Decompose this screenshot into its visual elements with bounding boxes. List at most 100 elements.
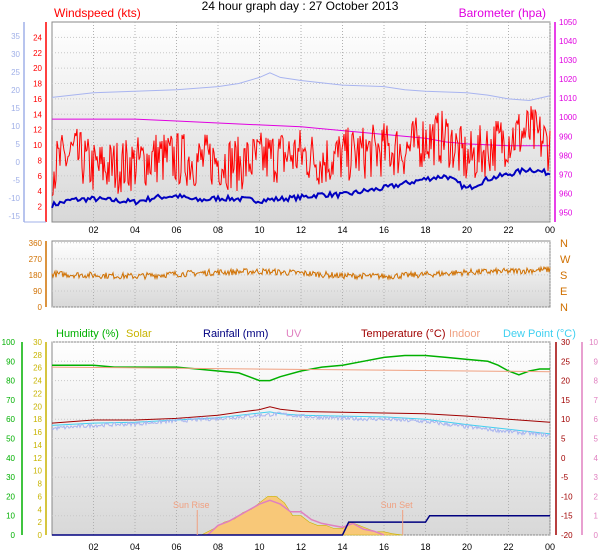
baro-tick-label: 990 bbox=[559, 132, 573, 141]
gust-tick-label: 20 bbox=[11, 86, 20, 95]
temp-x-tick-label: 22 bbox=[503, 542, 513, 552]
humidity-tick-label: 50 bbox=[6, 435, 15, 444]
legend-indoor: Indoor bbox=[449, 328, 481, 340]
humidity-tick-label: 70 bbox=[6, 396, 15, 405]
humidity-tick-label: 0 bbox=[11, 531, 16, 540]
temperature-line bbox=[51, 406, 551, 424]
direction-tick-label: 90 bbox=[33, 287, 42, 296]
humidity-tick-label: 20 bbox=[6, 492, 15, 501]
gust-tick-label: 25 bbox=[11, 68, 20, 77]
wind-x-tick-label: 16 bbox=[379, 225, 389, 235]
humidity-tick-label: 10 bbox=[6, 512, 15, 521]
legend-rainfall: Rainfall (mm) bbox=[203, 328, 268, 340]
legend-solar: Solar bbox=[126, 328, 152, 340]
windspeed-line bbox=[51, 106, 551, 196]
sun-rise-label: Sun Rise bbox=[173, 500, 210, 510]
gust-tick-label: 10 bbox=[11, 122, 20, 131]
humidity-tick-label: 90 bbox=[6, 357, 15, 366]
temp-x-tick-label: 18 bbox=[420, 542, 430, 552]
baro-tick-label: 1000 bbox=[559, 113, 577, 122]
gust-tick-label: 30 bbox=[11, 50, 20, 59]
temp-x-tick-label: 20 bbox=[462, 542, 472, 552]
temp-x-tick-label: 00 bbox=[545, 542, 555, 552]
wind-tick-label: 20 bbox=[33, 64, 42, 73]
baro-tick-label: 970 bbox=[559, 170, 573, 179]
solar-tick-label: 0 bbox=[38, 531, 43, 540]
uv-tick-label: 9 bbox=[594, 357, 599, 366]
wind-axis-title: Windspeed (kts) bbox=[54, 6, 141, 20]
compass-label: S bbox=[560, 270, 567, 282]
temp-x-tick-label: 14 bbox=[337, 542, 347, 552]
solar-tick-label: 20 bbox=[33, 402, 42, 411]
uv-tick-label: 4 bbox=[594, 454, 599, 463]
temperature-tick-label: 20 bbox=[561, 377, 570, 386]
baro-tick-label: 980 bbox=[559, 151, 573, 160]
wind-x-tick-label: 20 bbox=[462, 225, 472, 235]
wind-tick-label: 6 bbox=[38, 172, 43, 181]
wind-tick-label: 16 bbox=[33, 95, 42, 104]
rainfall-line bbox=[52, 514, 550, 536]
uv-tick-label: 6 bbox=[594, 415, 599, 424]
wind-tick-label: 22 bbox=[33, 49, 42, 58]
temp-x-tick-label: 12 bbox=[296, 542, 306, 552]
baro-axis-title: Barometer (hpa) bbox=[459, 6, 546, 20]
wind-direction-line bbox=[51, 265, 551, 281]
gust-line bbox=[51, 72, 551, 102]
wind-tick-label: 8 bbox=[38, 156, 43, 165]
solar-tick-label: 30 bbox=[33, 338, 42, 347]
gust-tick-label: -15 bbox=[8, 212, 20, 221]
direction-tick-label: 270 bbox=[29, 255, 43, 264]
temp-x-tick-label: 02 bbox=[88, 542, 98, 552]
apparent-temperature-line bbox=[51, 411, 551, 438]
wind-x-tick-label: 06 bbox=[171, 225, 181, 235]
solar-tick-label: 26 bbox=[33, 364, 42, 373]
compass-label: N bbox=[560, 302, 568, 314]
wind-x-tick-label: 04 bbox=[130, 225, 140, 235]
baro-tick-label: 1020 bbox=[559, 75, 577, 84]
wind-x-tick-label: 10 bbox=[254, 225, 264, 235]
solar-tick-label: 2 bbox=[38, 518, 43, 527]
direction-tick-label: 180 bbox=[29, 271, 43, 280]
solar-tick-label: 8 bbox=[38, 480, 43, 489]
wind-x-tick-label: 00 bbox=[545, 225, 555, 235]
temp-x-tick-label: 16 bbox=[379, 542, 389, 552]
temp-x-tick-label: 08 bbox=[213, 542, 223, 552]
temperature-tick-label: -5 bbox=[561, 473, 569, 482]
temp-x-tick-label: 10 bbox=[254, 542, 264, 552]
gust-tick-label: 5 bbox=[16, 140, 21, 149]
temperature-tick-label: 5 bbox=[561, 435, 566, 444]
uv-line bbox=[207, 499, 385, 536]
temperature-tick-label: 25 bbox=[561, 357, 570, 366]
solar-tick-label: 18 bbox=[33, 415, 42, 424]
wind-x-tick-label: 08 bbox=[213, 225, 223, 235]
solar-tick-label: 4 bbox=[38, 505, 43, 514]
uv-tick-label: 2 bbox=[594, 492, 599, 501]
baro-tick-label: 1050 bbox=[559, 18, 577, 27]
solar-tick-label: 28 bbox=[33, 351, 42, 360]
solar-tick-label: 6 bbox=[38, 492, 43, 501]
wind-tick-label: 10 bbox=[33, 141, 42, 150]
compass-label: E bbox=[560, 286, 567, 298]
uv-tick-label: 8 bbox=[594, 377, 599, 386]
baro-tick-label: 1030 bbox=[559, 56, 577, 65]
gust-tick-label: 0 bbox=[16, 158, 21, 167]
gust-tick-label: -10 bbox=[8, 194, 20, 203]
solar-tick-label: 16 bbox=[33, 428, 42, 437]
temperature-tick-label: 15 bbox=[561, 396, 570, 405]
solar-tick-label: 10 bbox=[33, 467, 42, 476]
baro-tick-label: 1040 bbox=[559, 37, 577, 46]
humidity-tick-label: 40 bbox=[6, 454, 15, 463]
temperature-tick-label: 0 bbox=[561, 454, 566, 463]
baro-tick-label: 960 bbox=[559, 189, 573, 198]
baro-tick-label: 950 bbox=[559, 208, 573, 217]
dewpoint-line bbox=[51, 411, 551, 435]
uv-tick-label: 5 bbox=[594, 435, 599, 444]
legend-uv: UV bbox=[286, 328, 302, 340]
indoor-line bbox=[51, 366, 551, 373]
compass-label: N bbox=[560, 238, 568, 250]
solar-tick-label: 22 bbox=[33, 389, 42, 398]
wind-tick-label: 14 bbox=[33, 110, 42, 119]
gust-tick-label: -5 bbox=[13, 176, 21, 185]
solar-tick-label: 12 bbox=[33, 454, 42, 463]
